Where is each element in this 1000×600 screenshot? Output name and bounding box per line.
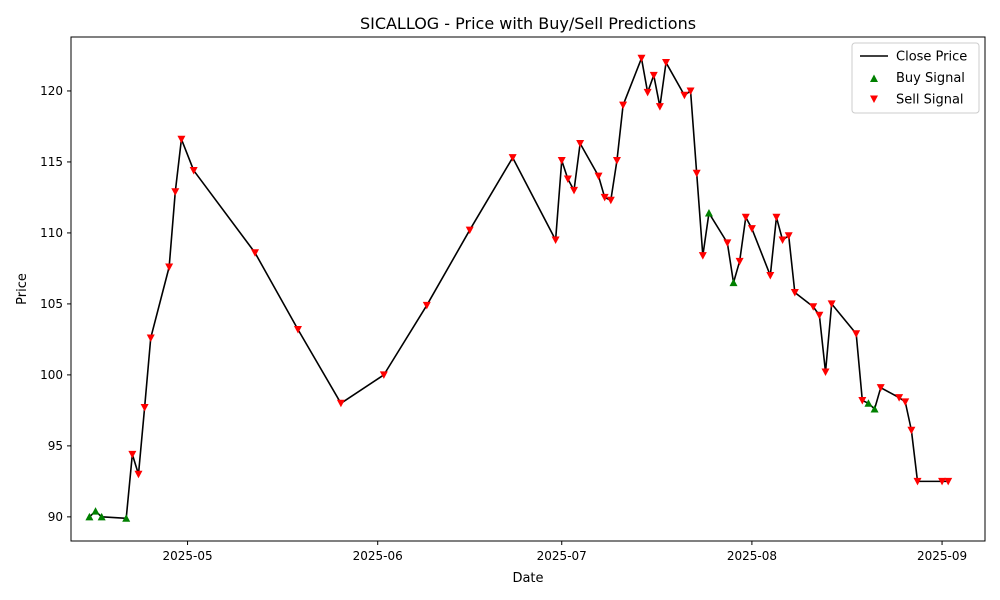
sell-signal-marker	[747, 225, 756, 233]
x-tick-label: 2025-05	[162, 549, 212, 563]
sell-signal-marker	[741, 213, 750, 222]
plot-area	[85, 54, 953, 522]
buy-signal-marker	[85, 512, 94, 521]
sell-signal-marker	[128, 450, 137, 459]
x-tick-label: 2025-09	[917, 549, 967, 563]
sell-signal-marker	[649, 71, 658, 80]
sell-signal-marker	[827, 300, 836, 308]
sell-signal-marker	[876, 384, 885, 392]
y-tick-label: 110	[40, 226, 63, 240]
sell-signal-marker	[557, 157, 566, 165]
sell-signal-marker	[766, 272, 775, 280]
sell-signal-marker	[938, 477, 947, 486]
y-tick-label: 105	[40, 297, 63, 311]
y-axis-ticks: 90 95 100 105 110 115 120	[40, 84, 71, 524]
sell-signal-marker	[465, 226, 474, 235]
legend-sell-label: Sell Signal	[896, 93, 964, 108]
legend-sell-marker	[870, 95, 878, 103]
sell-signal-marker	[815, 311, 824, 320]
sell-signal-marker	[686, 87, 695, 95]
sell-signal-marker	[809, 303, 818, 311]
sell-signal-marker	[171, 188, 180, 196]
x-tick-label: 2025-08	[727, 549, 777, 563]
sell-signal-marker	[551, 236, 560, 245]
sell-signal-marker	[944, 477, 953, 486]
y-tick-label: 115	[40, 155, 63, 169]
sell-signal-marker	[907, 426, 916, 435]
buy-signal-marker	[870, 404, 879, 413]
y-tick-label: 95	[48, 439, 63, 453]
sell-signal-marker	[778, 236, 787, 245]
sell-signal-marker	[336, 399, 345, 408]
sell-signal-marker	[379, 371, 388, 379]
buy-signal-marker	[122, 514, 131, 522]
sell-signal-marker	[146, 334, 155, 342]
sell-signal-marker	[735, 257, 744, 266]
sell-signal-marker	[858, 396, 867, 405]
buy-signal-marker	[704, 209, 713, 217]
sell-signal-marker	[134, 470, 143, 479]
sell-signal-marker	[177, 135, 186, 144]
legend-buy-marker	[870, 74, 878, 82]
sell-signal-marker	[563, 175, 572, 183]
sell-signal-marker	[698, 252, 707, 260]
sell-signal-marker	[422, 301, 431, 310]
x-tick-label: 2025-06	[353, 549, 403, 563]
sell-signal-marker	[508, 154, 517, 162]
sell-signal-marker	[821, 368, 830, 377]
sell-signal-marker	[852, 330, 861, 338]
sell-signal-marker	[293, 325, 302, 334]
axes-frame	[70, 36, 986, 542]
sell-signal-marker	[723, 239, 732, 247]
sell-signal-marker	[662, 59, 671, 67]
buy-signal-marker	[864, 399, 873, 407]
sell-signal-marker	[790, 289, 799, 297]
sell-signal-marker	[189, 166, 198, 175]
y-axis-label: Price	[15, 273, 30, 305]
sell-signal-marker	[643, 88, 652, 97]
sell-signal-marker	[251, 249, 260, 257]
sell-signal-marker	[901, 398, 910, 406]
sell-signal-marker	[594, 172, 603, 181]
chart-title: SICALLOG - Price with Buy/Sell Predictio…	[360, 14, 696, 33]
sell-signal-marker	[612, 157, 621, 165]
sell-signal-marker	[619, 101, 628, 110]
sell-signal-marker	[913, 477, 922, 486]
close-price-line	[88, 57, 949, 520]
x-tick-label: 2025-07	[537, 549, 587, 563]
y-tick-label: 90	[48, 510, 63, 524]
buy-signal-marker	[97, 512, 106, 521]
sell-signal-marker	[637, 54, 646, 63]
buy-signal-marker	[91, 507, 100, 515]
sell-signal-marker	[600, 193, 609, 202]
x-axis-label: Date	[512, 571, 543, 586]
sell-signal-marker	[680, 91, 689, 100]
sell-signal-marker	[655, 103, 664, 111]
y-tick-label: 120	[40, 84, 63, 98]
sell-signal-marker	[576, 139, 585, 148]
x-axis-ticks: 2025-05 2025-06 2025-07 2025-08 2025-09	[162, 541, 967, 563]
buy-signal-marker	[729, 278, 738, 287]
sell-signal-marker	[570, 186, 579, 195]
sell-signal-marker	[772, 213, 781, 222]
legend-box	[851, 42, 980, 114]
sell-signal-marker	[784, 232, 793, 240]
sell-signal-marker	[140, 404, 149, 412]
legend: Close Price Buy Signal Sell Signal	[851, 42, 980, 114]
legend-buy-label: Buy Signal	[896, 71, 965, 86]
sell-signal-marker	[692, 169, 701, 178]
sell-signal-marker	[895, 394, 904, 402]
sell-signal-marker	[606, 196, 615, 205]
y-tick-label: 100	[40, 368, 63, 382]
legend-close-label: Close Price	[896, 50, 967, 65]
sell-signal-marker	[165, 263, 174, 271]
